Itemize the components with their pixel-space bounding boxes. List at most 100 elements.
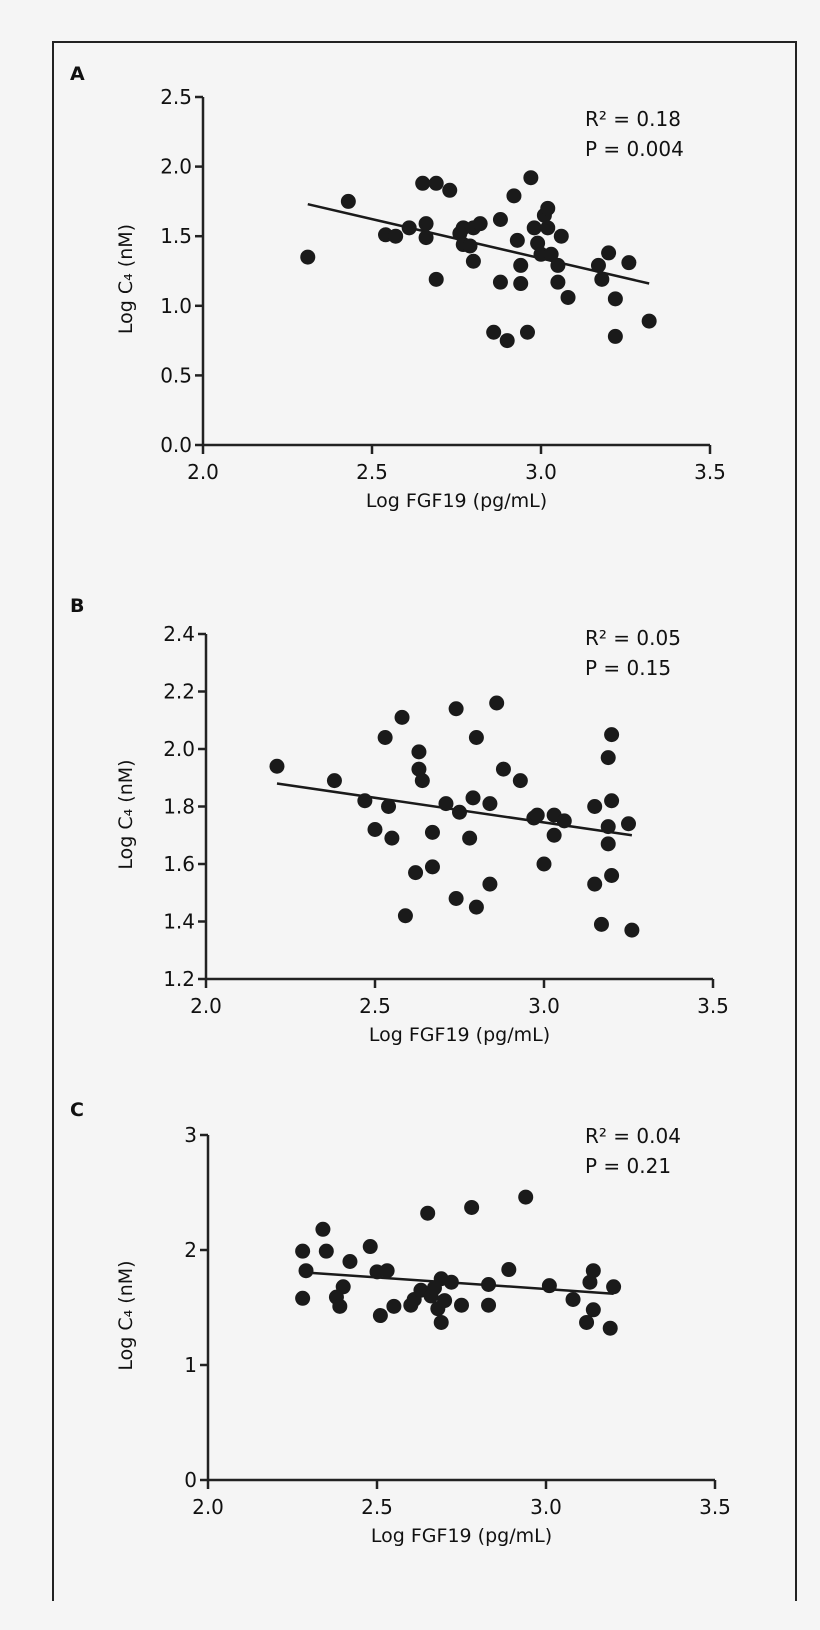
figure-frame xyxy=(52,41,797,1601)
data-point xyxy=(621,255,637,271)
data-point xyxy=(424,824,440,840)
p-value-label: P = 0.15 xyxy=(585,656,671,680)
x-axis-title: Log FGF19 (pg/mL) xyxy=(369,1024,550,1046)
r-squared-label: R² = 0.05 xyxy=(585,626,681,650)
x-tick-label: 2.0 xyxy=(192,1495,224,1519)
data-point xyxy=(481,1297,497,1313)
y-tick-label: 1.6 xyxy=(163,852,195,876)
data-point xyxy=(540,200,556,216)
data-point xyxy=(437,1293,453,1309)
data-point xyxy=(523,170,539,186)
regression-line xyxy=(307,202,650,285)
y-tick-label: 2.0 xyxy=(163,737,195,761)
data-point xyxy=(550,274,566,290)
y-tick-label: 1.5 xyxy=(160,224,192,248)
x-tick-label: 2.5 xyxy=(359,994,391,1018)
data-point xyxy=(300,249,316,265)
data-point xyxy=(607,291,623,307)
p-value-label: P = 0.004 xyxy=(585,137,684,161)
y-tick-label: 2.4 xyxy=(163,622,195,646)
data-point xyxy=(600,836,616,852)
data-point xyxy=(495,761,511,777)
data-point xyxy=(318,1243,334,1259)
data-point xyxy=(362,1239,378,1255)
data-point xyxy=(315,1221,331,1237)
data-point xyxy=(604,727,620,743)
data-point xyxy=(600,819,616,835)
y-tick-label: 1.4 xyxy=(163,910,195,934)
y-tick-label: 1 xyxy=(184,1353,197,1377)
y-tick-label: 0 xyxy=(184,1468,197,1492)
data-point xyxy=(602,1320,618,1336)
data-point xyxy=(465,253,481,269)
data-point xyxy=(594,271,610,287)
r-squared-label: R² = 0.18 xyxy=(585,107,681,131)
data-point xyxy=(601,245,617,261)
y-tick-label: 2.5 xyxy=(160,85,192,109)
data-point xyxy=(526,220,542,236)
data-point xyxy=(482,876,498,892)
data-point xyxy=(377,730,393,745)
data-point xyxy=(428,271,444,287)
x-tick-label: 2.5 xyxy=(356,460,388,484)
y-tick-label: 0.5 xyxy=(160,363,192,387)
regression-line xyxy=(312,1271,614,1295)
data-point xyxy=(585,1302,601,1318)
data-point xyxy=(560,289,576,305)
data-point xyxy=(482,796,498,812)
panel-c: C 0 1 2 3 2.0 2.5 3.0 3.5 Log FGF19 (pg/mL) Log C₄… xyxy=(70,1099,731,1547)
data-point xyxy=(418,216,434,232)
data-point xyxy=(553,228,569,244)
x-axis-title: Log FGF19 (pg/mL) xyxy=(366,490,547,512)
data-point xyxy=(546,827,562,843)
data-point xyxy=(454,1297,469,1313)
data-point xyxy=(600,750,616,766)
data-point xyxy=(357,793,373,809)
data-point xyxy=(269,758,285,774)
data-point xyxy=(550,257,566,273)
data-point xyxy=(518,1189,534,1205)
data-point xyxy=(543,246,559,262)
data-point xyxy=(604,793,620,809)
data-point xyxy=(641,313,657,329)
panel-label: A xyxy=(70,63,85,85)
y-axis-title: Log C₄ (nM) xyxy=(115,1260,137,1370)
data-point xyxy=(593,916,609,932)
x-axis-title: Log FGF19 (pg/mL) xyxy=(371,1525,552,1547)
x-tick-label: 3.0 xyxy=(530,1495,562,1519)
x-tick-label: 3.0 xyxy=(528,994,560,1018)
data-point xyxy=(501,1262,517,1278)
data-point xyxy=(381,799,397,814)
data-point xyxy=(448,701,464,717)
data-point xyxy=(607,328,623,344)
data-point xyxy=(408,865,424,881)
y-tick-label: 3 xyxy=(184,1123,197,1147)
data-point xyxy=(512,773,528,789)
y-axis-title: Log C₄ (nM) xyxy=(115,224,137,334)
data-point xyxy=(443,1274,459,1290)
y-tick-label: 2 xyxy=(184,1238,197,1262)
data-point xyxy=(486,324,502,340)
data-point xyxy=(587,876,603,892)
data-point xyxy=(462,830,478,846)
data-point xyxy=(556,813,572,829)
data-point xyxy=(499,333,515,349)
data-point xyxy=(506,188,522,204)
data-point xyxy=(621,816,636,832)
data-point xyxy=(541,1278,557,1294)
y-tick-label: 1.2 xyxy=(163,967,195,991)
data-point xyxy=(468,899,484,915)
data-point xyxy=(604,868,620,883)
x-tick-label: 2.0 xyxy=(187,460,219,484)
data-point xyxy=(415,175,431,191)
data-point xyxy=(519,324,535,340)
data-point xyxy=(452,804,467,820)
data-point xyxy=(367,822,383,837)
data-point xyxy=(428,175,444,191)
data-point xyxy=(401,220,417,236)
data-point xyxy=(295,1290,311,1306)
data-point xyxy=(342,1254,358,1269)
data-point xyxy=(384,830,400,846)
data-point xyxy=(411,744,427,760)
y-tick-label: 1.0 xyxy=(160,294,192,318)
